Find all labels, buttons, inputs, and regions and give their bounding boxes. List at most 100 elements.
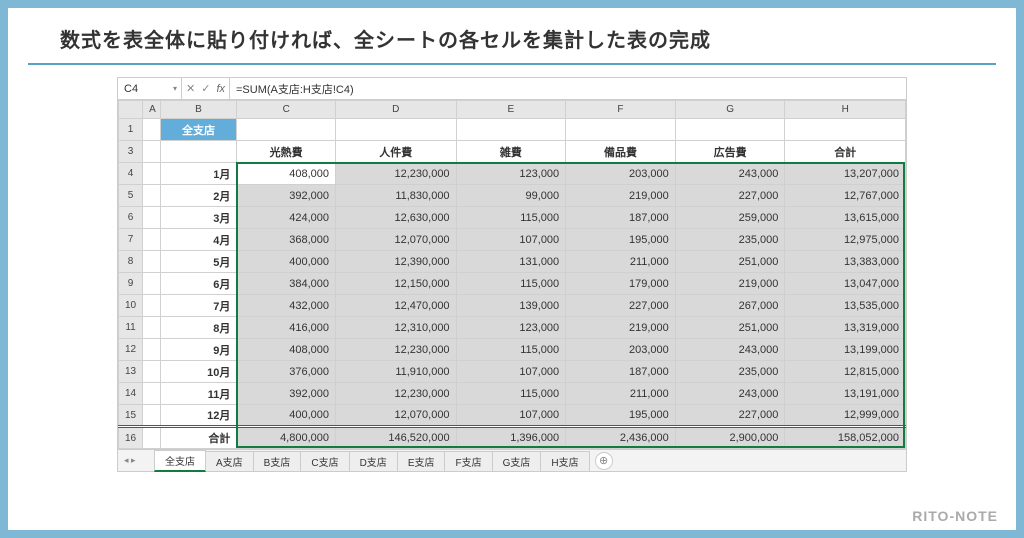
data-cell[interactable]: 235,000 xyxy=(675,229,785,251)
data-cell[interactable]: 11,830,000 xyxy=(336,185,457,207)
data-cell[interactable]: 179,000 xyxy=(566,273,676,295)
month-label[interactable]: 5月 xyxy=(160,251,237,273)
data-cell[interactable]: 12,815,000 xyxy=(785,361,906,383)
sheet-tab[interactable]: A支店 xyxy=(205,451,254,471)
data-cell[interactable]: 12,230,000 xyxy=(336,383,457,405)
data-cell[interactable]: 408,000 xyxy=(237,339,336,361)
data-cell[interactable]: 392,000 xyxy=(237,185,336,207)
data-cell[interactable]: 12,230,000 xyxy=(336,163,457,185)
data-cell[interactable]: 416,000 xyxy=(237,317,336,339)
category-header[interactable]: 人件費 xyxy=(336,141,457,163)
data-cell[interactable]: 13,047,000 xyxy=(785,273,906,295)
data-cell[interactable]: 400,000 xyxy=(237,405,336,427)
row-header[interactable]: 16 xyxy=(119,427,143,449)
row-header[interactable]: 7 xyxy=(119,229,143,251)
cell[interactable] xyxy=(785,119,906,141)
col-header[interactable]: E xyxy=(456,101,566,119)
data-cell[interactable]: 139,000 xyxy=(456,295,566,317)
name-box[interactable]: C4 xyxy=(118,78,182,99)
data-cell[interactable]: 376,000 xyxy=(237,361,336,383)
row-header[interactable]: 13 xyxy=(119,361,143,383)
cancel-icon[interactable]: ✕ xyxy=(186,82,195,95)
row-header[interactable]: 12 xyxy=(119,339,143,361)
col-header[interactable]: H xyxy=(785,101,906,119)
cell[interactable] xyxy=(143,339,161,361)
cell[interactable] xyxy=(143,207,161,229)
cell[interactable] xyxy=(143,361,161,383)
data-cell[interactable]: 115,000 xyxy=(456,207,566,229)
data-cell[interactable]: 12,390,000 xyxy=(336,251,457,273)
row-header[interactable]: 9 xyxy=(119,273,143,295)
data-cell[interactable]: 195,000 xyxy=(566,405,676,427)
data-cell[interactable]: 2,900,000 xyxy=(675,427,785,449)
row-header[interactable]: 11 xyxy=(119,317,143,339)
sheet-tab[interactable]: E支店 xyxy=(397,451,446,471)
row-header[interactable]: 5 xyxy=(119,185,143,207)
select-all-corner[interactable] xyxy=(119,101,143,119)
all-branches-label[interactable]: 全支店 xyxy=(160,119,237,141)
col-header[interactable]: B xyxy=(160,101,237,119)
category-header[interactable]: 広告費 xyxy=(675,141,785,163)
data-cell[interactable]: 203,000 xyxy=(566,163,676,185)
cell[interactable] xyxy=(336,119,457,141)
data-cell[interactable]: 99,000 xyxy=(456,185,566,207)
sheet-tab[interactable]: C支店 xyxy=(300,451,349,471)
data-cell[interactable]: 123,000 xyxy=(456,317,566,339)
data-cell[interactable]: 187,000 xyxy=(566,361,676,383)
month-label[interactable]: 2月 xyxy=(160,185,237,207)
category-header[interactable]: 雑費 xyxy=(456,141,566,163)
data-cell[interactable]: 12,070,000 xyxy=(336,229,457,251)
data-cell[interactable]: 203,000 xyxy=(566,339,676,361)
data-cell[interactable]: 12,230,000 xyxy=(336,339,457,361)
data-cell[interactable]: 424,000 xyxy=(237,207,336,229)
data-cell[interactable]: 146,520,000 xyxy=(336,427,457,449)
data-cell[interactable]: 107,000 xyxy=(456,229,566,251)
data-cell[interactable]: 115,000 xyxy=(456,339,566,361)
data-cell[interactable]: 195,000 xyxy=(566,229,676,251)
data-cell[interactable]: 12,975,000 xyxy=(785,229,906,251)
month-label[interactable]: 7月 xyxy=(160,295,237,317)
category-header[interactable]: 合計 xyxy=(785,141,906,163)
cell[interactable] xyxy=(143,251,161,273)
formula-input[interactable]: =SUM(A支店:H支店!C4) xyxy=(230,78,906,99)
data-cell[interactable]: 13,535,000 xyxy=(785,295,906,317)
data-cell[interactable]: 259,000 xyxy=(675,207,785,229)
cell[interactable] xyxy=(143,141,161,163)
data-cell[interactable]: 12,070,000 xyxy=(336,405,457,427)
category-header[interactable]: 備品費 xyxy=(566,141,676,163)
cell[interactable] xyxy=(675,119,785,141)
row-header[interactable]: 10 xyxy=(119,295,143,317)
data-cell[interactable]: 12,767,000 xyxy=(785,185,906,207)
sheet-tab[interactable]: D支店 xyxy=(349,451,398,471)
data-cell[interactable]: 243,000 xyxy=(675,383,785,405)
data-cell[interactable]: 12,470,000 xyxy=(336,295,457,317)
data-cell[interactable]: 11,910,000 xyxy=(336,361,457,383)
data-cell[interactable]: 12,999,000 xyxy=(785,405,906,427)
cell[interactable] xyxy=(143,405,161,427)
month-label[interactable]: 10月 xyxy=(160,361,237,383)
data-cell[interactable]: 227,000 xyxy=(566,295,676,317)
col-header[interactable]: A xyxy=(143,101,161,119)
data-cell[interactable]: 13,191,000 xyxy=(785,383,906,405)
data-cell[interactable]: 227,000 xyxy=(675,405,785,427)
data-cell[interactable]: 251,000 xyxy=(675,251,785,273)
data-cell[interactable]: 243,000 xyxy=(675,163,785,185)
row-header[interactable]: 6 xyxy=(119,207,143,229)
confirm-icon[interactable]: ✓ xyxy=(201,82,210,95)
data-cell[interactable]: 12,150,000 xyxy=(336,273,457,295)
data-cell[interactable]: 13,207,000 xyxy=(785,163,906,185)
data-cell[interactable]: 219,000 xyxy=(675,273,785,295)
cell[interactable] xyxy=(143,427,161,449)
row-header[interactable]: 15 xyxy=(119,405,143,427)
month-label[interactable]: 4月 xyxy=(160,229,237,251)
cell[interactable] xyxy=(143,229,161,251)
row-header[interactable]: 1 xyxy=(119,119,143,141)
data-cell[interactable]: 267,000 xyxy=(675,295,785,317)
data-cell[interactable]: 408,000 xyxy=(237,163,336,185)
col-header[interactable]: G xyxy=(675,101,785,119)
data-cell[interactable]: 13,383,000 xyxy=(785,251,906,273)
data-cell[interactable]: 219,000 xyxy=(566,317,676,339)
data-cell[interactable]: 400,000 xyxy=(237,251,336,273)
cell[interactable] xyxy=(143,383,161,405)
sheet-tab[interactable]: F支店 xyxy=(444,451,492,471)
